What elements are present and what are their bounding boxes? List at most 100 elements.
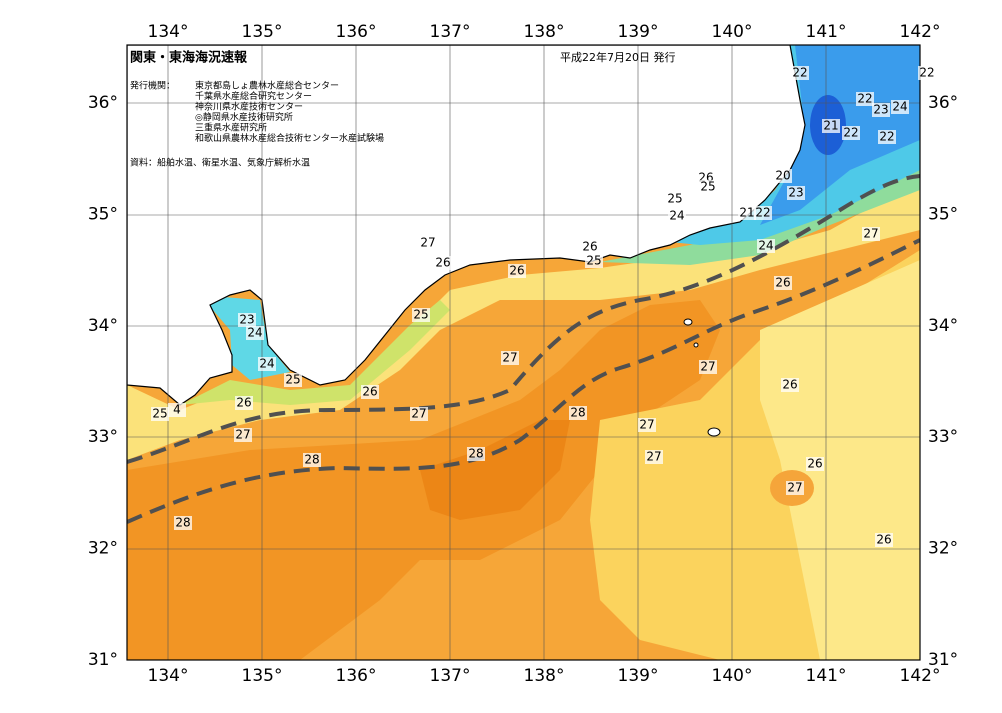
- current-axis: [127, 174, 920, 524]
- isotherm-label: 25: [152, 407, 167, 421]
- issuer-label: 発行機関：: [130, 80, 175, 92]
- lat-label-left: 32°: [88, 539, 118, 559]
- isotherm-label: 23: [788, 186, 803, 200]
- label-bg: [786, 481, 804, 495]
- label-bg: [862, 227, 880, 241]
- label-bg: [842, 126, 860, 140]
- lat-label-left: 31°: [88, 650, 118, 670]
- isotherm-label: 27: [420, 236, 435, 250]
- label-bg: [238, 313, 256, 327]
- label-bg: [806, 457, 824, 471]
- lat-label-right: 33°: [928, 427, 958, 447]
- label-bg: [501, 351, 519, 365]
- isotherm-label: 26: [509, 264, 524, 278]
- label-bg: [878, 130, 896, 144]
- label-bg: [872, 103, 890, 117]
- lon-label-bottom: 142°: [900, 666, 941, 686]
- isotherm-label: 26: [807, 457, 822, 471]
- label-bg: [234, 428, 252, 442]
- lat-label-left: 36°: [88, 93, 118, 113]
- label-bg: [467, 447, 485, 461]
- isotherm-label: 27: [863, 227, 878, 241]
- lat-label-right: 31°: [928, 650, 958, 670]
- lat-label-left: 35°: [88, 204, 118, 224]
- isotherm-label: 22: [919, 66, 934, 80]
- lat-label-left: 33°: [88, 427, 118, 447]
- lon-label-top: 141°: [806, 22, 847, 42]
- title: 関東・東海海況速報: [130, 50, 248, 66]
- label-bg: [891, 100, 909, 114]
- label-bg: [875, 533, 893, 547]
- isotherm-label: 27: [700, 360, 715, 374]
- label-bg: [581, 240, 599, 254]
- isotherm-label: 24: [892, 100, 907, 114]
- isotherm-label: 24: [259, 357, 274, 371]
- isotherm-label: 26: [362, 385, 377, 399]
- label-bg: [774, 169, 792, 183]
- lat-label-right: 36°: [928, 93, 958, 113]
- lon-label-bottom: 138°: [524, 666, 565, 686]
- issuer: ◎静岡県水産技術研究所: [195, 111, 293, 123]
- issuer: 東京都島しょ農林水産総合センター: [195, 80, 339, 92]
- isotherm-label: 20: [775, 169, 790, 183]
- isotherm-label: 25: [700, 180, 715, 194]
- isotherm-label: 26: [236, 396, 251, 410]
- lat-label-left: 34°: [88, 316, 118, 336]
- lon-label-bottom: 135°: [242, 666, 283, 686]
- isotherm-label: 27: [787, 481, 802, 495]
- isotherm-label: 26: [435, 256, 450, 270]
- label-bg: [434, 256, 452, 270]
- label-bg: [856, 92, 874, 106]
- lon-label-top: 135°: [242, 22, 283, 42]
- label-bg: [585, 254, 603, 268]
- label-bg: [787, 186, 805, 200]
- label-bg: [699, 360, 717, 374]
- label-bg: [151, 407, 169, 421]
- lon-label-bottom: 141°: [806, 666, 847, 686]
- label-bg: [569, 406, 587, 420]
- isotherm-label: 27: [502, 351, 517, 365]
- issuer: 神奈川県水産技術センター: [195, 101, 303, 113]
- isotherm-label: 21: [739, 206, 754, 220]
- isotherm-label: 22: [879, 130, 894, 144]
- isotherm-label: 22: [843, 126, 858, 140]
- lon-label-bottom: 140°: [712, 666, 753, 686]
- isotherm-label: 27: [411, 407, 426, 421]
- isotherm-label: 25: [667, 192, 682, 206]
- lon-label-top: 134°: [148, 22, 189, 42]
- isotherm-label: 24: [247, 326, 262, 340]
- label-bg: [699, 180, 717, 194]
- issuer: 三重県水産研究所: [195, 122, 267, 134]
- label-bg: [303, 453, 321, 467]
- lat-label-right: 34°: [928, 316, 958, 336]
- isotherm-label: 27: [235, 428, 250, 442]
- isotherm-label: 28: [468, 447, 483, 461]
- label-bg: [174, 516, 192, 530]
- isotherm-label: 22: [755, 206, 770, 220]
- label-bg: [235, 396, 253, 410]
- label-bg: [508, 264, 526, 278]
- label-bg: [791, 66, 809, 80]
- isotherm-label: 28: [570, 406, 585, 420]
- isotherm-label: 25: [586, 254, 601, 268]
- frame: [126, 44, 921, 661]
- isotherm-label: 4: [173, 403, 181, 417]
- label-bg: [361, 385, 379, 399]
- issuer: 和歌山県農林水産総合技術センター水産試験場: [195, 132, 384, 144]
- isotherm-label: 26: [582, 240, 597, 254]
- label-bg: [645, 450, 663, 464]
- lon-label-bottom: 136°: [336, 666, 377, 686]
- isotherm-label: 23: [239, 313, 254, 327]
- lon-label-top: 137°: [430, 22, 471, 42]
- lon-label-top: 139°: [618, 22, 659, 42]
- isotherm-label: 22: [857, 92, 872, 106]
- label-bg: [258, 357, 276, 371]
- isotherm-label: 28: [304, 453, 319, 467]
- label-bg: [781, 378, 799, 392]
- label-bg: [754, 206, 772, 220]
- label-bg: [668, 209, 686, 223]
- label-bg: [168, 403, 186, 417]
- label-bg: [738, 206, 756, 220]
- isotherm-label: 24: [758, 239, 773, 253]
- lon-label-top: 136°: [336, 22, 377, 42]
